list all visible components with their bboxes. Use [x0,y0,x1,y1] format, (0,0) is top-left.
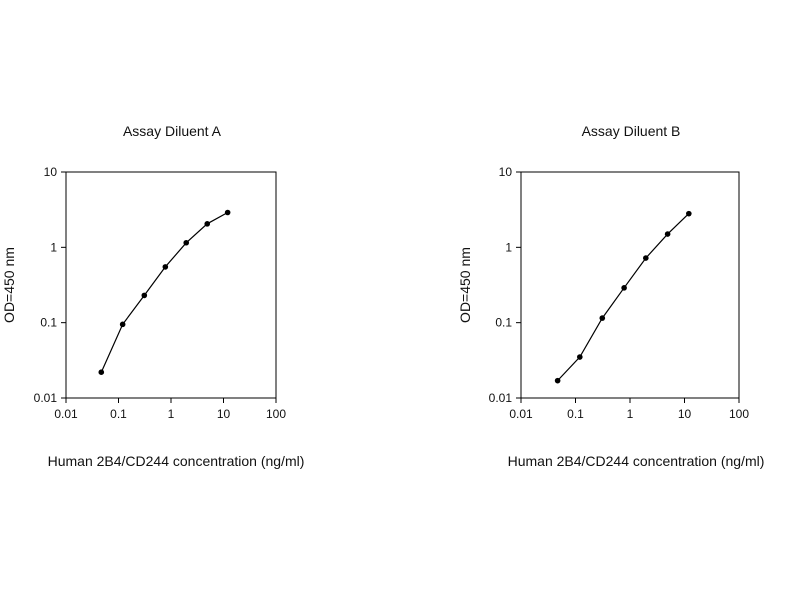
standard-curve-line [557,213,690,382]
data-point [643,255,649,261]
y-tick-label: 0.1 [40,316,57,330]
x-tick-label: 0.01 [54,407,78,421]
x-tick-label: 0.1 [567,407,584,421]
y-tick-label: 0.01 [34,391,58,405]
x-tick-label: 1 [168,407,175,421]
x-tick-label: 10 [217,407,231,421]
standard-curve-line [100,211,228,373]
x-axis-label: Human 2B4/CD244 concentration (ng/ml) [48,453,305,469]
y-tick-label: 10 [44,165,58,179]
y-tick-label: 1 [505,240,512,254]
x-tick-label: 0.01 [509,407,533,421]
data-point [141,292,148,299]
y-tick-label: 0.01 [489,391,513,405]
data-point [664,231,671,237]
data-point [204,221,211,227]
data-point [119,321,126,328]
chart-title: Assay Diluent B [582,123,681,139]
data-point [554,377,561,384]
x-tick-label: 100 [266,407,286,421]
data-point [621,285,627,291]
plot-frame [520,171,740,399]
data-point [599,315,606,321]
data-point [577,354,583,360]
y-axis-label: OD=450 nm [1,247,17,323]
y-axis-label: OD=450 nm [457,247,473,323]
chart-title: Assay Diluent A [123,123,222,139]
data-point [224,209,231,216]
x-axis-label: Human 2B4/CD244 concentration (ng/ml) [508,453,765,469]
x-tick-label: 0.1 [110,407,127,421]
y-tick-label: 0.1 [495,316,512,330]
chart-panel-1: Assay Diluent A 0.01 0.1 1 10 100 0.01 0.1 1 10 Hu… [1,123,304,469]
y-tick-label: 10 [499,165,513,179]
data-point [183,239,190,246]
data-point [686,210,692,217]
data-point [162,264,169,270]
x-tick-label: 100 [729,407,749,421]
plot-frame [65,171,277,399]
y-tick-label: 1 [50,240,57,254]
x-tick-label: 10 [678,407,692,421]
x-tick-label: 1 [627,407,634,421]
data-point [98,369,105,376]
chart-panel-2: Assay Diluent B 0.01 0.1 1 10 100 0.01 0.1 1 10 Hu… [457,123,764,469]
